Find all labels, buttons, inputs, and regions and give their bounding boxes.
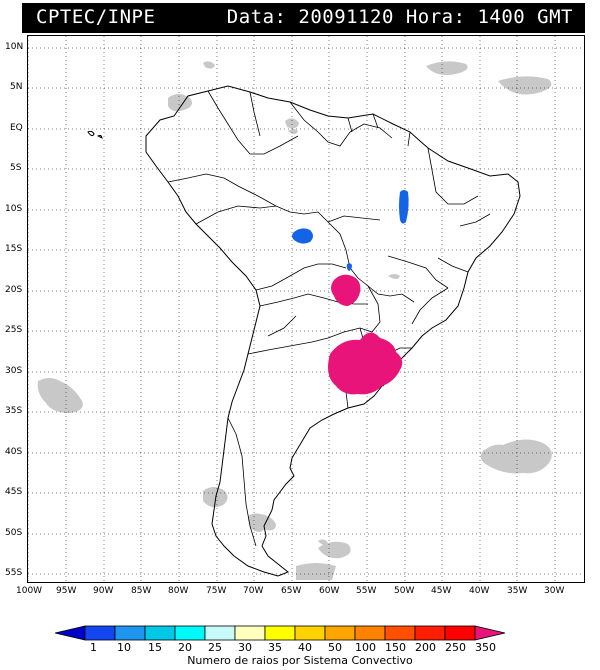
storm-cluster-blue-east [399,190,409,224]
lat-label: 40S [5,447,23,457]
legend-swatch [144,625,176,641]
lon-label: 45W [431,586,452,596]
legend-swatch [414,625,446,641]
lat-label: 30S [5,366,23,376]
header-date-time: Data: 20091120 Hora: 1400 GMT [226,6,573,28]
lat-label: 5S [10,163,22,173]
country-borders [167,90,491,547]
storm-cluster-pink-north [331,274,361,306]
lon-label: 35W [507,586,528,596]
lat-label: 20S [5,285,23,295]
lat-label: 25S [5,325,23,335]
lon-label: 90W [93,586,114,596]
legend-swatch-right-arrow [474,625,506,641]
lat-label: 15S [5,244,23,254]
legend-color-bar [55,625,506,641]
legend-swatch [294,625,326,641]
lon-label: 50W [394,586,415,596]
legend-value: 1 [90,641,97,654]
legend-value: 250 [445,641,466,654]
map-area [27,35,585,583]
legend-swatch [324,625,356,641]
legend-title: Numero de raios por Sistema Convectivo [187,654,413,667]
header-title: CPTEC/INPE [36,6,156,28]
convective-systems [292,190,409,395]
legend-swatch [384,625,416,641]
legend-value: 20 [178,641,192,654]
legend-value: 35 [268,641,282,654]
lon-label: 65W [281,586,302,596]
lat-label: EQ [10,123,23,133]
legend-value: 40 [298,641,312,654]
lat-label: 35S [5,406,23,416]
legend-value: 50 [328,641,342,654]
legend-value: 30 [238,641,252,654]
storm-cluster-pink-south [328,332,403,395]
legend-value: 10 [117,641,131,654]
map-canvas [28,36,584,582]
storm-cluster-blue-small [346,263,352,271]
lat-label: 10S [5,204,23,214]
legend-swatch [354,625,386,641]
legend-value: 200 [415,641,436,654]
coastline [87,85,521,577]
lat-label: 50S [5,528,23,538]
lon-label: 60W [319,586,340,596]
legend-swatch [174,625,206,641]
map-header: CPTEC/INPE Data: 20091120 Hora: 1400 GMT [22,3,585,33]
lon-label: 80W [168,586,189,596]
legend-swatch [264,625,296,641]
graticule [28,36,584,582]
legend-value: 350 [475,641,496,654]
legend-value: 100 [355,641,376,654]
legend-value: 150 [385,641,406,654]
lon-label: 70W [243,586,264,596]
lon-label: 75W [206,586,227,596]
legend-value: 15 [148,641,162,654]
legend-swatch [204,625,236,641]
legend-value: 25 [208,641,222,654]
legend-swatch [234,625,266,641]
legend-swatch [444,625,476,641]
legend-swatch [114,625,146,641]
legend-swatch [84,625,116,641]
lon-label: 95W [56,586,77,596]
lon-label: 40W [469,586,490,596]
lon-label: 55W [356,586,377,596]
lat-label: 45S [5,487,23,497]
lat-label: 5N [10,82,23,92]
lon-label: 85W [131,586,152,596]
lat-label: 10N [5,42,24,52]
lon-label: 30W [544,586,565,596]
cloud-cover [37,61,552,580]
legend-swatch-left-arrow [55,625,86,641]
storm-cluster-blue-west [292,228,313,244]
lat-label: 55S [5,568,23,578]
lon-label: 100W [16,586,43,596]
